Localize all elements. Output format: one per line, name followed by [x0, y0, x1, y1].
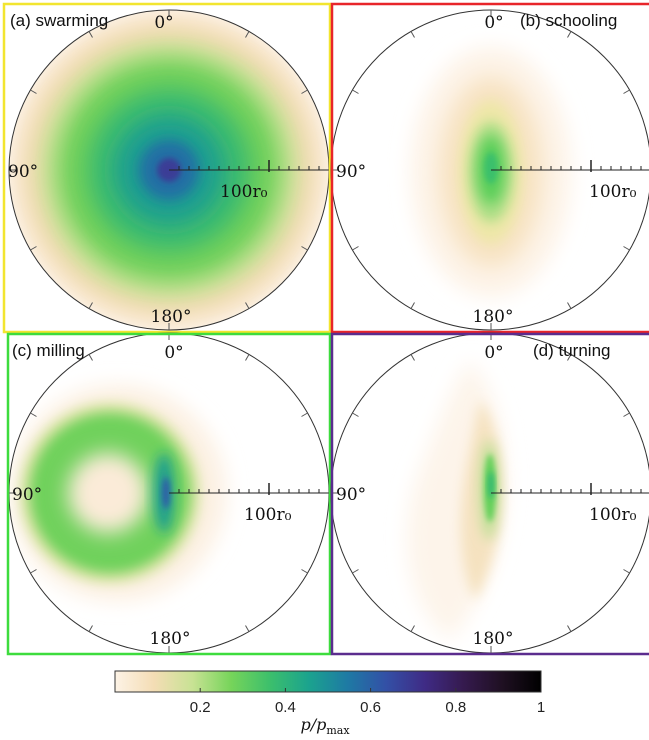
- angular-tick: [245, 31, 250, 38]
- colorbar-ticks: 0.2 0.4 0.6 0.8 1: [190, 688, 545, 716]
- angular-tick: [352, 412, 359, 417]
- angular-tick: [352, 569, 359, 574]
- angle-label-0-b: 0°: [484, 13, 503, 33]
- panel-frame-d: [330, 332, 649, 656]
- colorbar-label-main: p/p: [300, 715, 326, 734]
- angular-tick: [623, 246, 630, 251]
- angular-tick: [30, 412, 37, 417]
- angular-tick: [623, 412, 630, 417]
- panel-a: (a) swarming 0° 90° 180° 100r₀: [2, 2, 332, 334]
- heatmap-b: [411, 47, 571, 297]
- angular-tick: [567, 354, 572, 361]
- panel-label-c: (c) milling: [12, 341, 85, 360]
- panel-frame-b: [330, 2, 649, 334]
- angular-tick: [410, 31, 415, 38]
- angular-tick: [30, 569, 37, 574]
- colorbar-tick-label: 0.4: [275, 699, 296, 716]
- angular-tick: [88, 625, 93, 632]
- colorbar: 0.2 0.4 0.6 0.8 1 p/pmax: [114, 670, 545, 737]
- radial-tick-label-a: 100r₀: [220, 182, 268, 202]
- angular-tick: [623, 569, 630, 574]
- colorbar-gradient: [114, 670, 542, 693]
- heatmap-d: [407, 360, 506, 640]
- angle-label-180-b: 180°: [473, 307, 514, 327]
- angular-tick: [352, 246, 359, 251]
- panel-d: (d) turning 0° 90° 180° 100r₀: [330, 332, 649, 656]
- angle-label-180-d: 180°: [473, 629, 514, 649]
- panel-frame-c: [6, 332, 332, 656]
- angular-tick: [88, 354, 93, 361]
- angular-tick: [30, 246, 37, 251]
- radial-axis: [491, 160, 649, 172]
- panel-c: (c) milling 0° 90° 180° 100r₀: [6, 332, 332, 656]
- angular-tick: [301, 569, 308, 574]
- angle-label-0-d: 0°: [484, 343, 503, 363]
- colorbar-tick-label: 0.8: [445, 699, 466, 716]
- angle-label-90-b: 90°: [336, 162, 366, 182]
- angle-label-180-a: 180°: [151, 307, 192, 327]
- angular-tick: [567, 31, 572, 38]
- angle-label-0-c: 0°: [164, 343, 183, 363]
- angular-tick: [623, 89, 630, 94]
- angular-tick: [245, 302, 250, 309]
- angle-label-90-c: 90°: [12, 485, 42, 505]
- radial-axis: [169, 160, 330, 172]
- angular-tick: [352, 89, 359, 94]
- angular-tick: [301, 89, 308, 94]
- heatmap-c: [10, 385, 226, 601]
- colorbar-label-sub: max: [326, 724, 350, 737]
- colorbar-label: p/pmax: [300, 715, 350, 737]
- radial-tick-label-c: 100r₀: [244, 505, 292, 525]
- panel-b: (b) schooling 0° 90° 180° 100r₀: [330, 2, 649, 334]
- panel-label-b: (b) schooling: [520, 11, 617, 30]
- colorbar-tick-label: 0.2: [190, 699, 211, 716]
- angular-tick: [567, 302, 572, 309]
- angular-tick: [301, 412, 308, 417]
- angle-label-0-a: 0°: [154, 13, 173, 33]
- angle-label-90-d: 90°: [336, 485, 366, 505]
- angular-tick: [245, 354, 250, 361]
- angular-tick: [30, 89, 37, 94]
- angular-tick: [410, 354, 415, 361]
- panel-frame-a: [2, 2, 332, 334]
- angular-tick: [567, 625, 572, 632]
- colorbar-tick-label: 1: [537, 699, 545, 716]
- angular-tick: [88, 31, 93, 38]
- panel-label-d: (d) turning: [533, 341, 610, 360]
- colorbar-tick-label: 0.6: [360, 699, 381, 716]
- angle-label-180-c: 180°: [150, 629, 191, 649]
- radial-tick-label-d: 100r₀: [589, 505, 637, 525]
- panel-label-a: (a) swarming: [10, 11, 108, 30]
- angle-label-90-a: 90°: [8, 162, 38, 182]
- radial-tick-label-b: 100r₀: [589, 182, 637, 202]
- angular-tick: [410, 625, 415, 632]
- angular-tick: [88, 302, 93, 309]
- angular-ticks: [331, 10, 649, 330]
- angular-tick: [245, 625, 250, 632]
- angular-tick: [410, 302, 415, 309]
- angular-tick: [301, 246, 308, 251]
- radial-axis: [491, 483, 649, 495]
